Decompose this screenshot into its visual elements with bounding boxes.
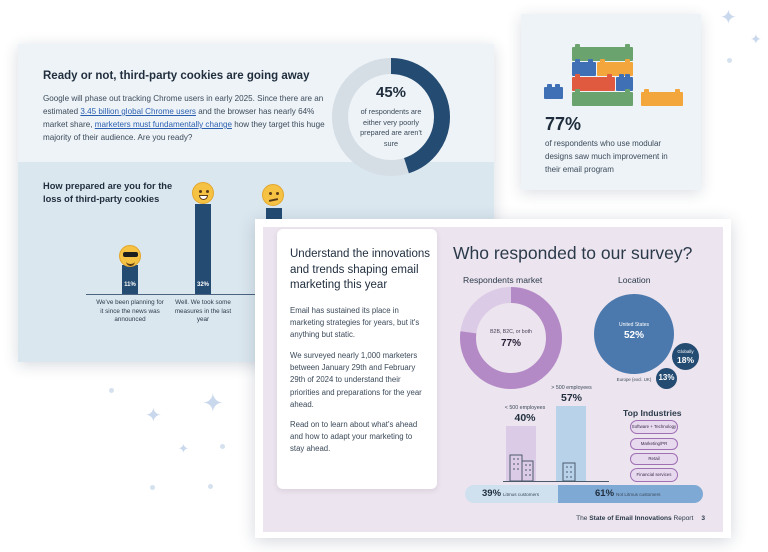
large-company-label: > 500 employees [551, 385, 592, 391]
confused-emoji-icon [262, 184, 284, 206]
industries-title: Top Industries [623, 408, 682, 418]
footer-report-name: State of Email Innovations [589, 515, 672, 522]
survey-report-page: Understand the innovations and trends sh… [255, 219, 731, 538]
cookies-title: Ready or not, third-party cookies are go… [43, 70, 310, 82]
non-litmus-label: Not Litmus customers [616, 492, 661, 497]
europe-percent: 13% [658, 373, 675, 382]
sparkle-icon: ✦ [145, 405, 162, 427]
modular-design-card: 77% of respondents who use modular desig… [521, 14, 701, 190]
body-text: how they target this huge majority of th… [43, 120, 325, 142]
decorative-dot [220, 444, 225, 449]
non-litmus-percent: 61% [595, 488, 615, 499]
bar-took-measures [195, 204, 211, 294]
bar-value-label: 11% [124, 282, 136, 288]
location-title: Location [618, 275, 651, 285]
decorative-dot [727, 58, 732, 63]
bar-caption: Well. We took some measures in the last … [174, 299, 232, 323]
modular-percent: 77% [545, 114, 582, 134]
small-company-percent: 40% [514, 412, 536, 424]
decorative-dot [150, 485, 155, 490]
global-name: Globally [677, 349, 694, 354]
us-name: United States [618, 322, 650, 328]
donut-caption: of respondents are either very poorly pr… [360, 107, 422, 148]
ring-value-arc [460, 287, 562, 389]
europe-bubble [656, 368, 677, 389]
global-bubble [672, 343, 699, 370]
marketers-change-link[interactable]: marketers must fundamentally change [94, 120, 232, 129]
industry-pill: Retail [630, 453, 678, 465]
bar-caption: We've been planning for it since the new… [96, 299, 164, 323]
survey-page-background: Understand the innovations and trends sh… [263, 227, 723, 532]
intro-panel: Understand the innovations and trends sh… [277, 229, 437, 489]
ring-caption: B2B, B2C, or both [490, 329, 532, 335]
bar-value-label: 32% [196, 282, 209, 288]
small-company-bar [506, 426, 536, 481]
industry-pill: Software + Technology [630, 420, 678, 434]
intro-paragraph: Email has sustained its place in marketi… [290, 306, 420, 340]
intro-paragraph: Read on to learn about what's ahead and … [290, 420, 418, 454]
prepared-donut-chart: 45% of respondents are either very poorl… [330, 56, 452, 178]
decorative-dot [109, 388, 114, 393]
litmus-split-bar: 39% Litmus customers 61% Not Litmus cust… [465, 485, 703, 503]
market-ring-chart: B2B, B2C, or both 77% [459, 286, 563, 390]
cookies-body: Google will phase out tracking Chrome us… [43, 92, 333, 144]
body-text: Google will phase out tracking Chrome us… [43, 94, 324, 116]
litmus-customers-segment [465, 485, 558, 503]
sparkle-icon: ✦ [178, 441, 189, 456]
global-percent: 18% [676, 355, 694, 365]
donut-value-arc [332, 58, 450, 176]
intro-title: Understand the innovations and trends sh… [290, 248, 431, 291]
litmus-label: Litmus customers [503, 492, 539, 497]
page-number: 3 [701, 515, 705, 522]
small-company-label: < 500 employees [504, 405, 546, 411]
sparkle-icon: ✦ [750, 31, 762, 47]
intro-paragraph: We surveyed nearly 1,000 marketers betwe… [290, 351, 422, 409]
large-company-bar [556, 406, 586, 481]
large-company-percent: 57% [560, 392, 582, 404]
decorative-dot [208, 484, 213, 489]
litmus-percent: 39% [482, 488, 502, 499]
us-percent: 52% [623, 330, 644, 341]
us-bubble [594, 294, 674, 374]
footer-suffix: Report [671, 515, 694, 522]
sparkle-icon: ✦ [720, 7, 737, 29]
ring-percent: 77% [500, 338, 521, 349]
grinning-emoji-icon [192, 182, 214, 204]
bar-planning [122, 265, 138, 294]
employee-baseline [503, 481, 609, 482]
chrome-users-link[interactable]: 3.45 billion global Chrome users [80, 107, 196, 116]
ring-svg [460, 287, 562, 389]
industry-pill: Marketing/PR [630, 438, 678, 450]
europe-name: Europe (excl. UK) [616, 377, 652, 382]
market-title: Respondents market [463, 275, 543, 285]
footer-prefix: The [576, 515, 590, 522]
building-icon [509, 454, 534, 481]
donut-svg [332, 58, 450, 176]
chart-baseline [86, 294, 286, 295]
industry-pill: Financial services [630, 468, 678, 482]
sunglasses-emoji-icon [119, 245, 141, 267]
sparkle-icon: ✦ [202, 388, 224, 418]
non-litmus-segment [558, 485, 703, 503]
building-icon [562, 462, 576, 481]
donut-percent: 45% [375, 84, 407, 101]
body-text: and the browser has nearly 64% market sh… [43, 107, 315, 129]
survey-heading: Who responded to our survey? [453, 243, 693, 263]
modular-caption: of respondents who use modular designs s… [545, 139, 668, 174]
chart-question: How prepared are you for the loss of thi… [43, 181, 173, 204]
page-footer: The State of Email Innovations Report 3 [576, 515, 705, 522]
